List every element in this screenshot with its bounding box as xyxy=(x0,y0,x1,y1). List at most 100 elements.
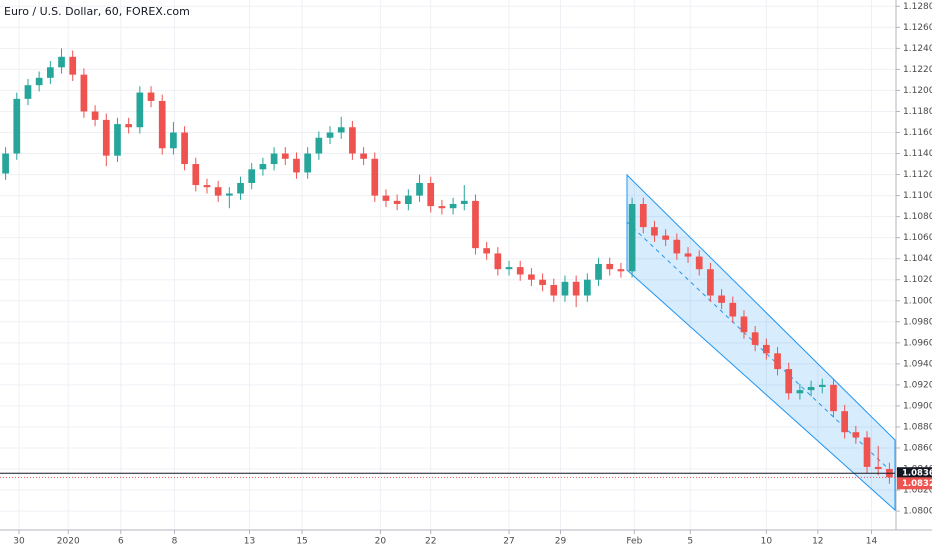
y-tick-label: 1.08600 xyxy=(903,443,932,453)
x-tick-label: 6 xyxy=(118,537,124,547)
candle-body xyxy=(718,295,725,303)
candle-body xyxy=(740,316,748,333)
x-tick-label: 12 xyxy=(812,537,823,547)
candle-body xyxy=(371,158,379,196)
candle-body xyxy=(774,353,781,370)
candle-body xyxy=(125,124,133,128)
x-tick-label: 10 xyxy=(761,537,773,547)
candle-body xyxy=(673,239,681,254)
candle-body xyxy=(874,466,882,470)
y-tick-label: 1.09200 xyxy=(903,380,932,390)
candle-body xyxy=(326,132,334,138)
x-tick-label: 2020 xyxy=(57,537,80,547)
candle-body xyxy=(102,119,110,156)
candle-body xyxy=(807,386,815,391)
candle-body xyxy=(729,302,737,317)
candle-body xyxy=(91,111,99,120)
candle-body xyxy=(225,193,233,196)
y-tick-label: 1.10600 xyxy=(903,233,932,243)
candle-body xyxy=(147,92,155,101)
candle-body xyxy=(136,92,144,128)
x-tick-label: 22 xyxy=(425,537,436,547)
y-tick-label: 1.09000 xyxy=(903,401,932,411)
y-tick-label: 1.12800 xyxy=(903,2,932,12)
candle-body xyxy=(360,153,367,159)
candle-body xyxy=(46,67,54,78)
candle-body xyxy=(639,204,647,228)
x-tick-label: Feb xyxy=(626,537,642,547)
candle-body xyxy=(460,200,468,205)
candle-body xyxy=(203,185,211,188)
candle-body xyxy=(572,281,580,296)
candle-body xyxy=(315,137,323,154)
candle-body xyxy=(483,248,491,254)
candle-body xyxy=(472,200,479,249)
candle-body xyxy=(404,195,412,205)
candle-body xyxy=(158,100,166,149)
y-tick-label: 1.11600 xyxy=(903,128,932,138)
candle-body xyxy=(528,274,535,280)
candle-body xyxy=(762,344,770,354)
candles xyxy=(2,48,893,484)
y-tick-label: 1.10000 xyxy=(903,296,932,306)
candle-body xyxy=(606,263,614,270)
candle-body xyxy=(35,77,43,86)
candle-body xyxy=(259,164,267,170)
candle-body xyxy=(539,279,546,285)
candle-body xyxy=(550,284,558,296)
y-tick-label: 1.12600 xyxy=(903,23,932,33)
y-tick-label: 1.09800 xyxy=(903,317,932,327)
candle-body xyxy=(192,164,200,186)
y-tick-label: 1.11400 xyxy=(903,149,932,159)
candle-body xyxy=(684,253,692,257)
x-tick-label: 5 xyxy=(687,537,693,547)
candle-body xyxy=(281,153,289,159)
candle-body xyxy=(785,369,793,394)
y-tick-label: 1.08800 xyxy=(903,422,932,432)
candle-body xyxy=(583,279,591,296)
price-label-box xyxy=(897,477,932,490)
y-tick-label: 1.09600 xyxy=(903,338,932,348)
candle-body xyxy=(505,267,513,270)
candle-body xyxy=(382,195,390,201)
x-tick-label: 14 xyxy=(866,537,878,547)
candle-body xyxy=(438,206,446,209)
x-tick-label: 27 xyxy=(503,537,514,547)
candle-body xyxy=(818,384,826,387)
candle-body xyxy=(628,204,636,272)
candle-body xyxy=(427,182,435,207)
y-tick-label: 1.10400 xyxy=(903,254,932,264)
y-tick-label: 1.08000 xyxy=(903,507,932,517)
candle-body xyxy=(695,256,703,270)
candle-body xyxy=(393,200,401,205)
candle-body xyxy=(24,85,32,99)
candle-body xyxy=(841,411,849,433)
candle-body xyxy=(707,269,714,296)
x-tick-label: 20 xyxy=(375,537,387,547)
candle-body xyxy=(214,187,222,196)
candle-body xyxy=(237,182,244,194)
candle-body xyxy=(416,182,423,196)
candle-body xyxy=(170,132,177,149)
y-tick-label: 1.08200 xyxy=(903,486,932,496)
candle-body xyxy=(270,153,278,165)
chart-title: Euro / U.S. Dollar, 60, FOREX.com xyxy=(4,5,190,18)
channel-midline xyxy=(626,221,896,476)
candle-body xyxy=(13,98,21,154)
candle-body xyxy=(248,169,256,183)
candle-body xyxy=(69,56,77,75)
price-label: 1.08321 xyxy=(902,479,932,489)
x-tick-label: 30 xyxy=(13,537,25,547)
candle-body xyxy=(595,263,602,280)
x-tick-label: 8 xyxy=(172,537,178,547)
candle-body xyxy=(114,124,121,156)
candle-body xyxy=(561,281,569,296)
candle-body xyxy=(337,127,345,133)
y-tick-label: 1.11200 xyxy=(903,170,932,180)
y-tick-label: 1.10800 xyxy=(903,212,932,222)
candle-body xyxy=(852,432,860,438)
candle-body xyxy=(516,267,524,275)
x-tick-label: 29 xyxy=(555,537,567,547)
candle-body xyxy=(830,384,837,412)
